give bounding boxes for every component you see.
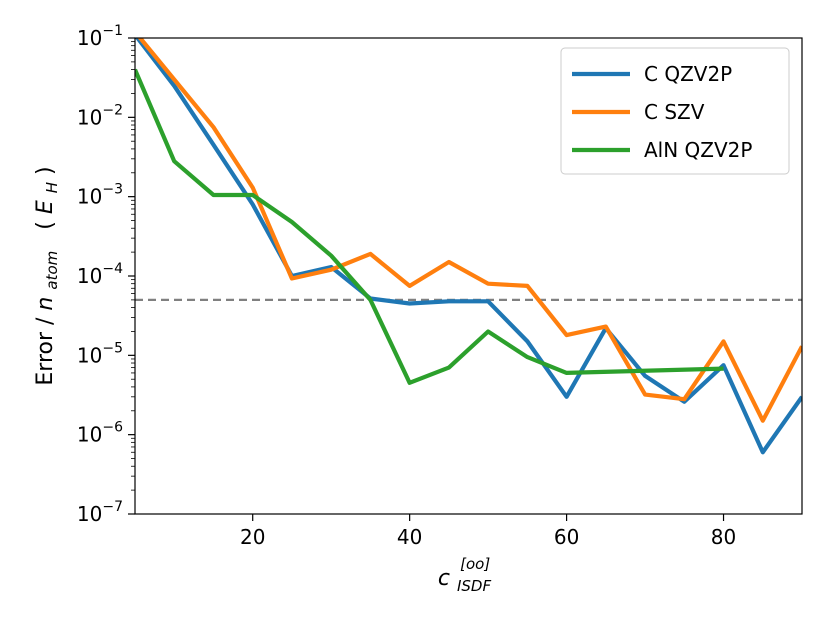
x-axis-label-superscript: [oo] xyxy=(460,555,490,573)
y-axis-label: Error / n atom ( E H ) xyxy=(33,166,63,385)
x-axis-label: c ISDF [oo] xyxy=(438,555,498,597)
legend-label: AlN QZV2P xyxy=(644,138,752,162)
series-line-aln-qzv2p xyxy=(135,68,724,385)
y-tick-label: 10−2 xyxy=(77,102,123,129)
series-line-c-szv xyxy=(137,38,802,423)
y-tick-label: 10−7 xyxy=(77,499,123,526)
y-axis-label-prefix: Error / xyxy=(33,311,58,386)
legend: C QZV2P C SZV AlN QZV2P xyxy=(560,47,790,175)
x-tick-label: 80 xyxy=(711,525,736,549)
y-tick-label: 10−3 xyxy=(77,182,123,209)
y-axis-label-n: n xyxy=(33,297,58,311)
legend-box xyxy=(560,47,790,175)
y-axis-label-unit-e: E xyxy=(33,200,58,214)
x-tick-label: 60 xyxy=(554,525,579,549)
y-axis-label-unit-close: ) xyxy=(33,166,58,175)
legend-label: C SZV xyxy=(644,100,705,124)
y-axis-label-unit-open: ( xyxy=(33,221,58,230)
y-tick-label: 10−1 xyxy=(77,23,123,50)
y-tick-label: 10−4 xyxy=(77,261,123,288)
y-axis: 10−7 10−6 10−5 10−4 10−3 10−2 10−1 xyxy=(77,23,135,526)
y-axis-label-n-sub: atom xyxy=(43,251,61,290)
y-tick-label: 10−6 xyxy=(77,420,123,447)
x-tick-label: 20 xyxy=(240,525,265,549)
x-tick-label: 40 xyxy=(397,525,422,549)
series-layer xyxy=(135,38,802,455)
y-axis-label-unit-sub: H xyxy=(43,182,61,193)
y-tick-label: 10−5 xyxy=(77,340,123,367)
minor-tick-layer xyxy=(131,41,135,491)
x-axis-label-subscript: ISDF xyxy=(457,577,491,595)
x-axis: 20 40 60 80 xyxy=(240,514,736,549)
x-axis-label-base: c xyxy=(438,566,450,591)
legend-label: C QZV2P xyxy=(644,62,732,86)
